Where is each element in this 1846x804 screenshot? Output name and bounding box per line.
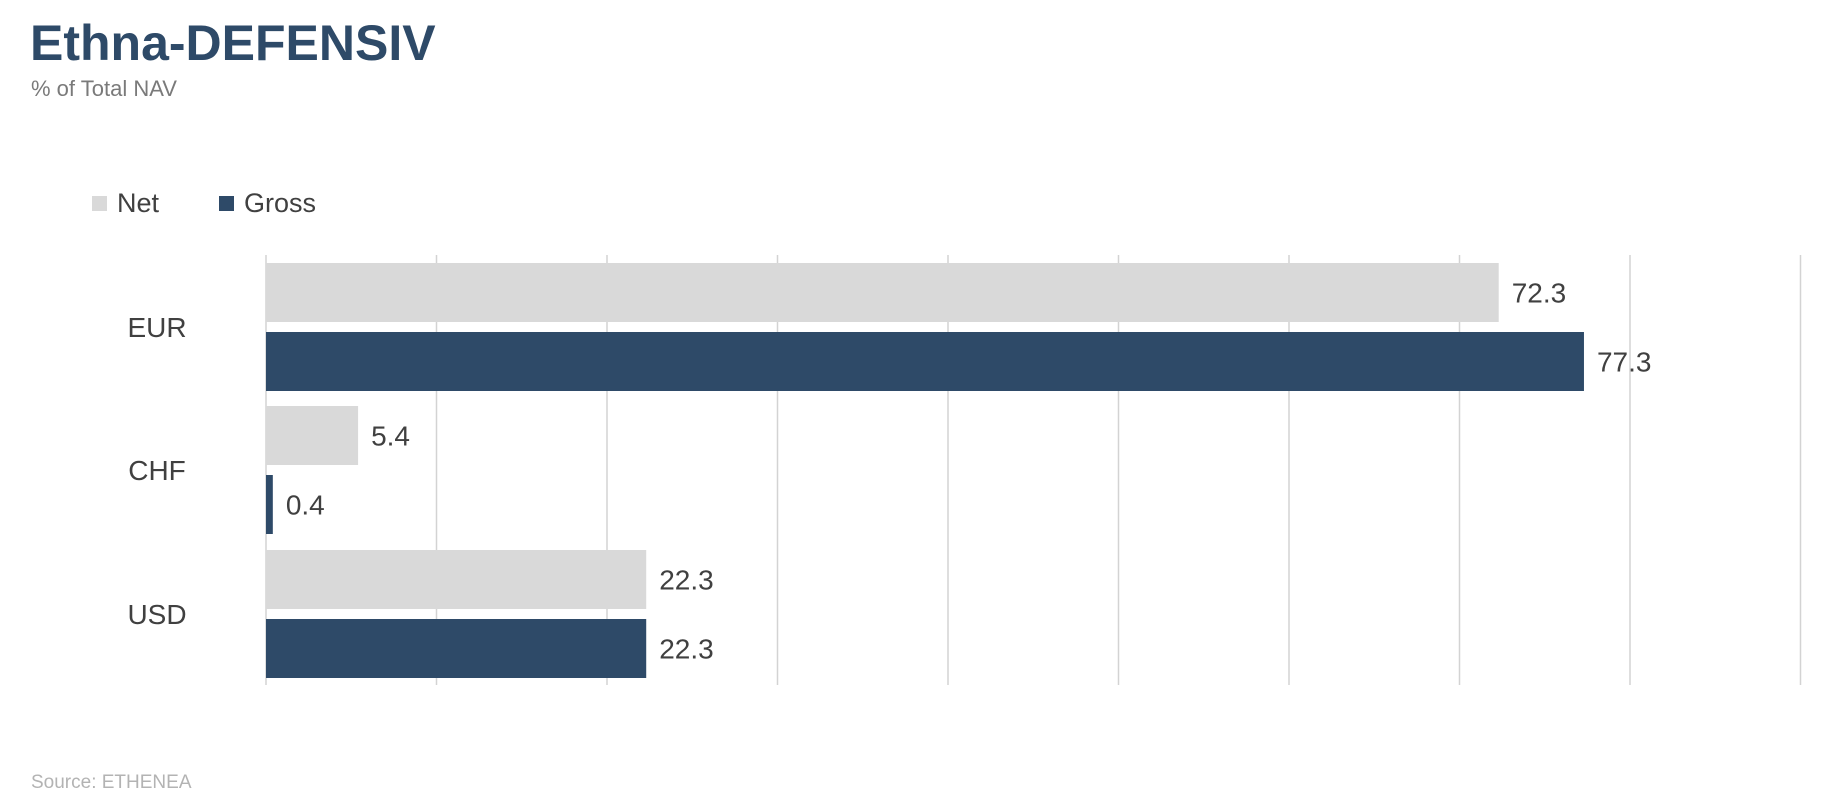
bar-net-chf bbox=[266, 406, 359, 465]
legend-label-net: Net bbox=[117, 188, 160, 218]
legend-swatch-gross bbox=[219, 196, 235, 211]
category-labels: EUR CHF USD bbox=[127, 312, 186, 630]
data-label-gross-usd: 22.3 bbox=[659, 634, 714, 665]
bars bbox=[266, 263, 1584, 678]
bar-gross-eur bbox=[266, 332, 1584, 391]
gridlines bbox=[265, 255, 1802, 685]
data-label-gross-chf: 0.4 bbox=[286, 490, 325, 521]
category-label-chf: CHF bbox=[128, 455, 186, 486]
bar-net-eur bbox=[266, 263, 1499, 322]
bar-net-usd bbox=[266, 550, 647, 609]
category-label-eur: EUR bbox=[127, 312, 186, 343]
data-label-net-usd: 22.3 bbox=[659, 565, 714, 596]
chart-subtitle: % of Total NAV bbox=[31, 76, 177, 101]
category-label-usd: USD bbox=[127, 599, 186, 630]
data-label-net-eur: 72.3 bbox=[1512, 278, 1567, 309]
source-note: Source: ETHENEA bbox=[31, 772, 192, 793]
data-labels: 72.3 77.3 5.4 0.4 22.3 22.3 bbox=[286, 278, 1652, 665]
legend-item-net: Net bbox=[92, 188, 159, 219]
legend: Net Gross bbox=[92, 188, 316, 219]
chart-title: Ethna-DEFENSIV bbox=[30, 15, 436, 71]
legend-label-gross: Gross bbox=[244, 188, 317, 218]
bar-gross-chf bbox=[266, 475, 273, 534]
data-label-net-chf: 5.4 bbox=[371, 421, 410, 452]
legend-swatch-net bbox=[92, 196, 107, 211]
bar-gross-usd bbox=[266, 619, 647, 678]
data-label-gross-eur: 77.3 bbox=[1597, 347, 1652, 378]
legend-item-gross: Gross bbox=[219, 188, 316, 219]
